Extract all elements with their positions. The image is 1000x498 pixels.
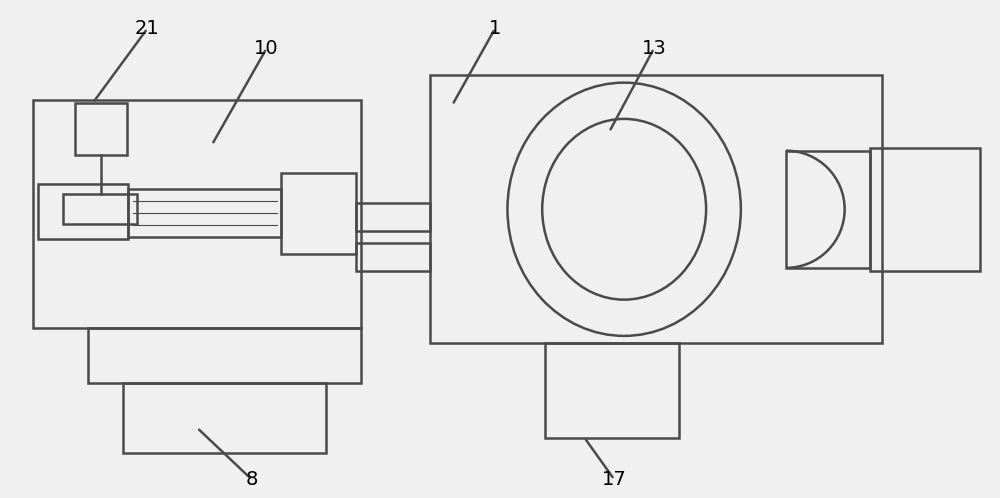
Text: 10: 10 [254,39,279,58]
Bar [63,194,137,224]
Text: 17: 17 [602,470,627,489]
Bar [281,172,356,254]
Bar [33,100,361,329]
Text: 1: 1 [489,19,501,38]
Bar [128,189,281,237]
Bar [123,383,326,453]
Bar [356,203,430,231]
Bar [545,343,679,438]
Bar [430,75,882,343]
Bar [38,184,128,239]
Text: 21: 21 [135,19,160,38]
Text: 13: 13 [642,39,666,58]
Bar [870,148,980,271]
Bar [356,243,430,271]
Bar [75,103,127,155]
Bar [786,151,870,268]
Bar [88,329,361,383]
Text: 8: 8 [246,470,258,489]
